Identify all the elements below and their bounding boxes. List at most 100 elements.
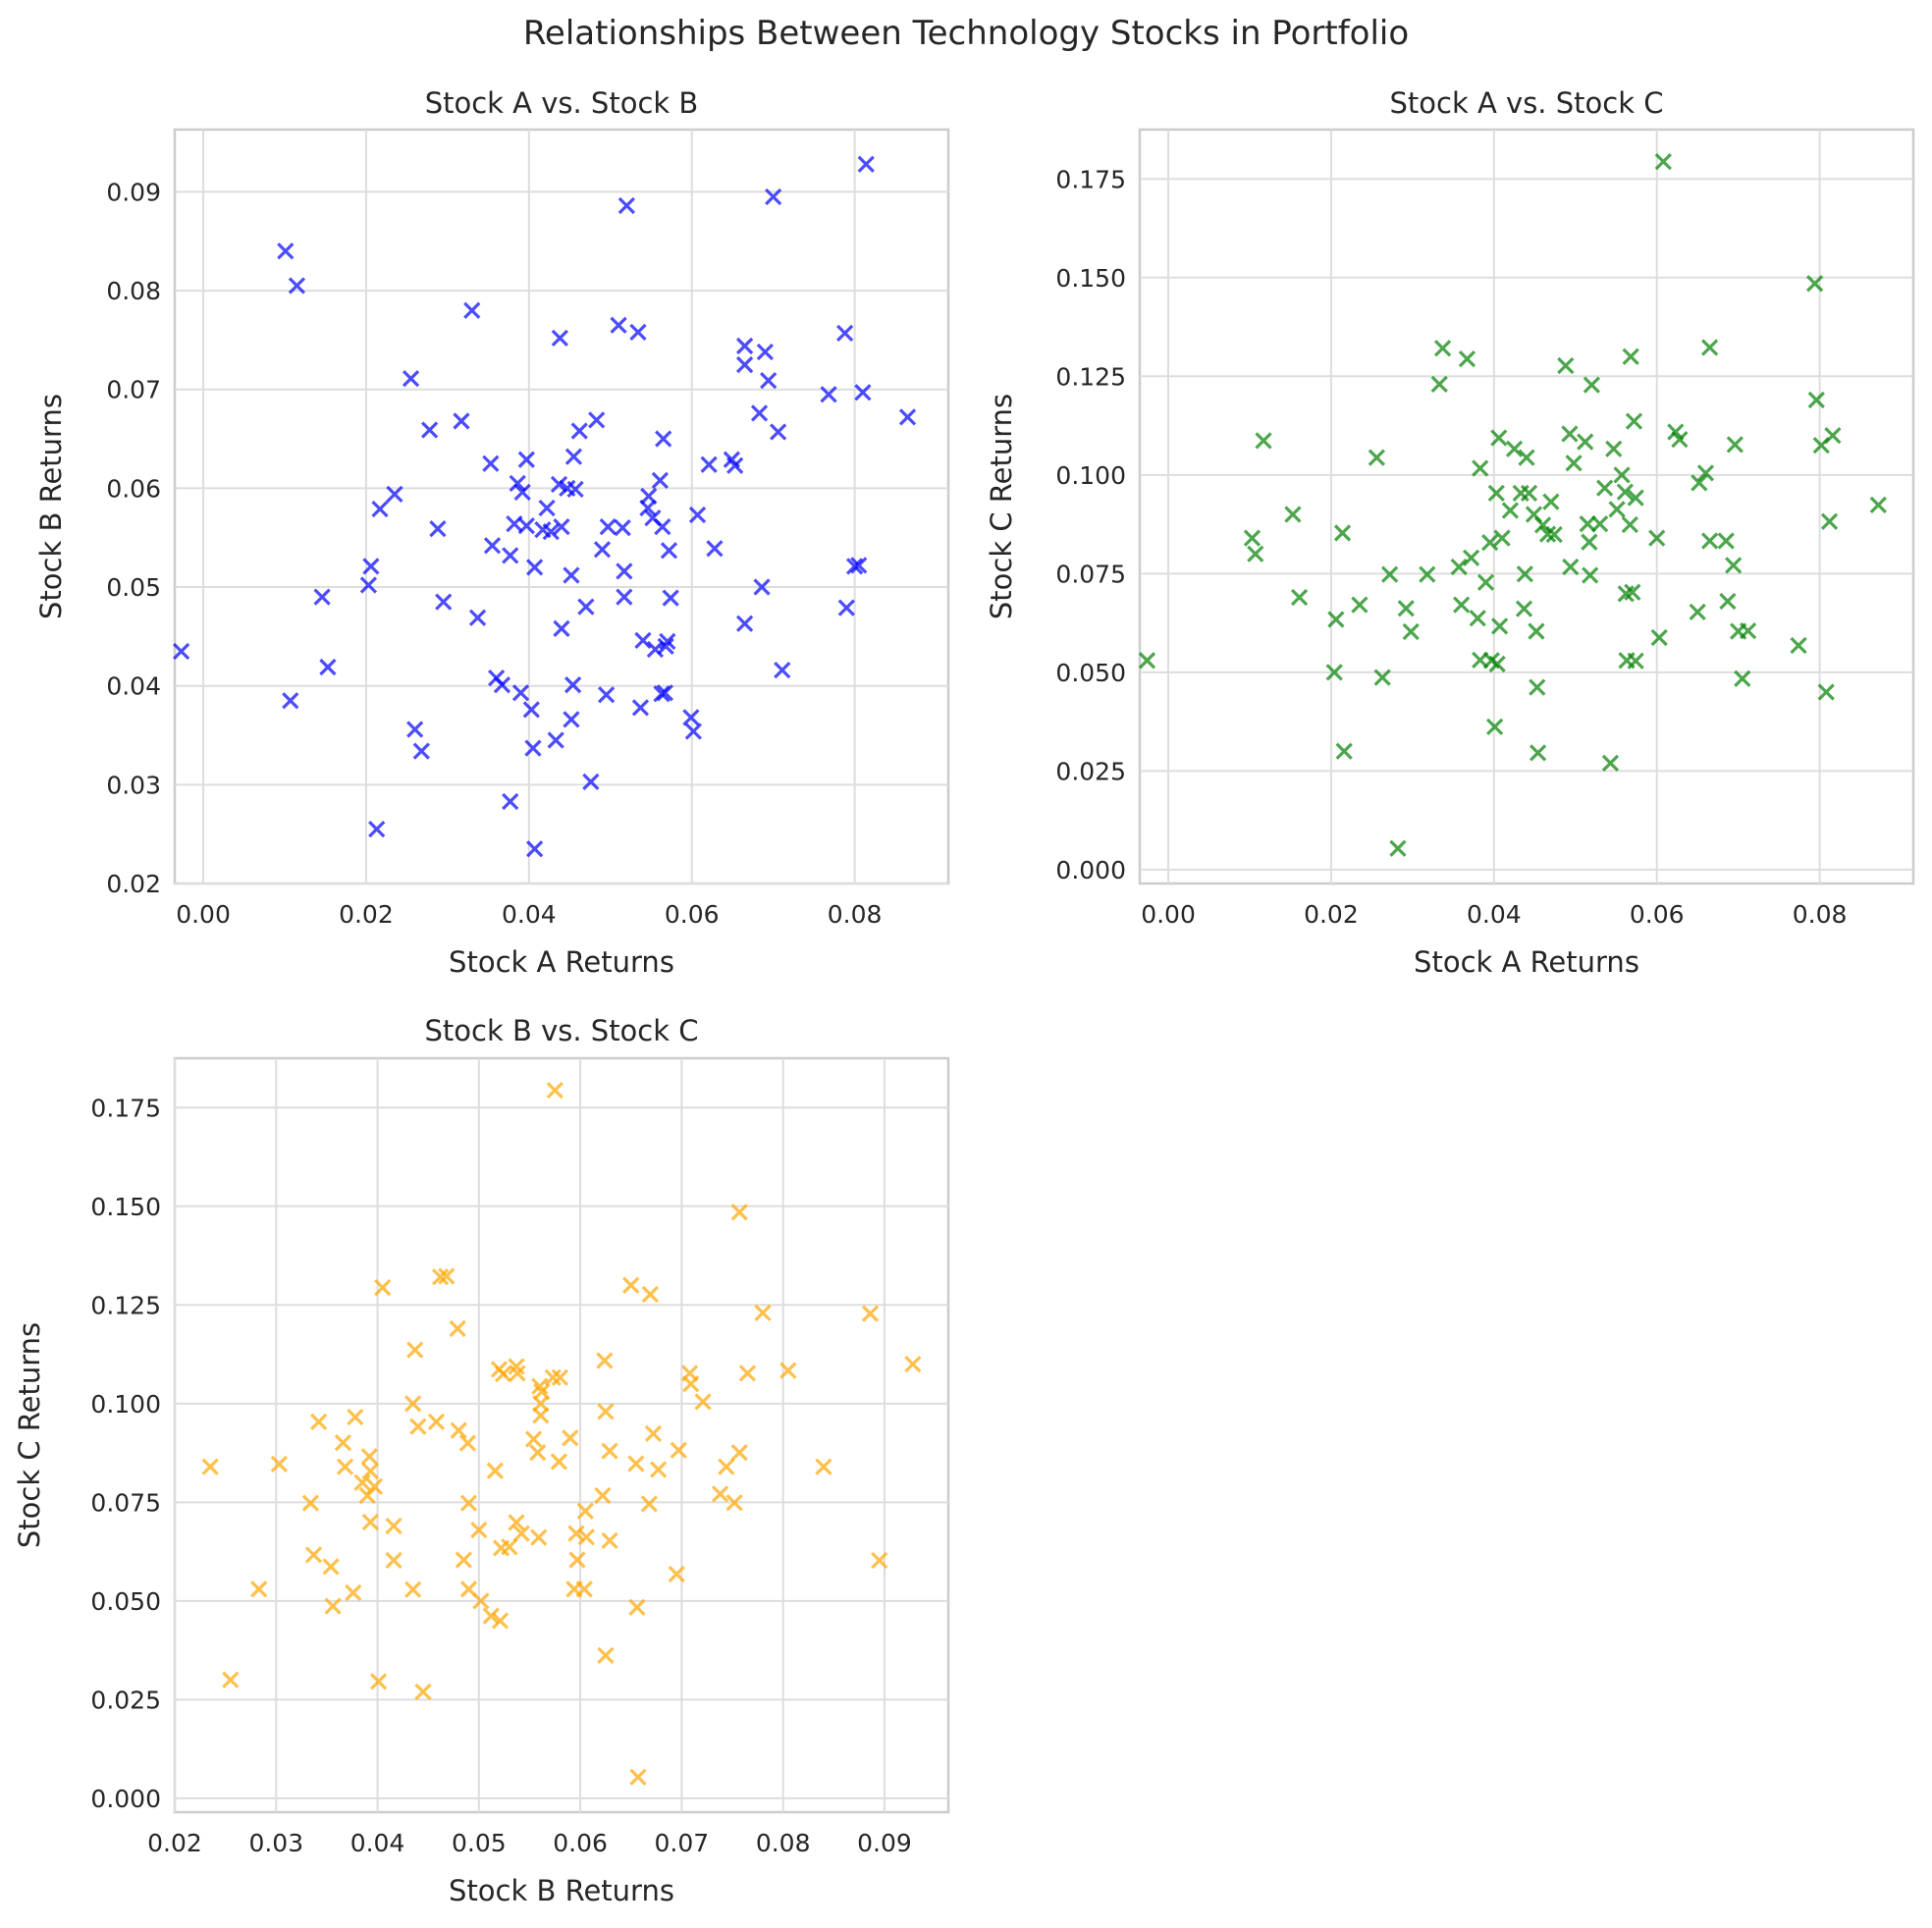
data-point: [616, 562, 633, 580]
data-point: [756, 343, 774, 361]
data-point: [694, 1393, 712, 1411]
y-tick-label: 0.02: [106, 870, 161, 898]
y-tick-label: 0.050: [90, 1587, 161, 1616]
data-point: [898, 408, 917, 426]
data-point: [688, 506, 707, 524]
data-point: [760, 372, 778, 390]
data-point: [596, 1352, 614, 1369]
data-point: [1734, 669, 1751, 687]
data-point: [575, 1580, 593, 1598]
data-point: [601, 1531, 618, 1549]
data-point: [429, 520, 447, 538]
data-point: [1402, 622, 1420, 641]
data-point: [1333, 524, 1352, 542]
scatter-points: [173, 155, 917, 858]
data-point: [361, 1462, 379, 1480]
data-point: [517, 516, 535, 535]
data-point: [310, 1413, 328, 1430]
data-point: [1351, 596, 1368, 614]
panel-title: Stock A vs. Stock B: [425, 86, 699, 120]
data-point: [362, 558, 380, 575]
data-point: [222, 1671, 240, 1688]
data-point: [1516, 565, 1533, 583]
data-point: [525, 559, 544, 576]
data-point: [1373, 669, 1391, 686]
data-point: [1433, 340, 1452, 357]
data-point: [406, 721, 424, 738]
data-point: [1648, 529, 1666, 547]
data-point: [250, 1580, 268, 1598]
data-point: [1719, 592, 1737, 611]
y-tick-label: 0.050: [1055, 659, 1126, 687]
data-point: [550, 1453, 568, 1471]
data-point: [657, 637, 674, 656]
data-point: [455, 1551, 472, 1569]
y-tick-label: 0.08: [106, 277, 161, 305]
data-point: [1469, 610, 1486, 627]
y-tick-label: 0.150: [1055, 264, 1126, 293]
data-point: [564, 676, 582, 694]
x-axis-label: Stock A Returns: [1414, 945, 1639, 979]
x-tick-label: 0.09: [857, 1829, 912, 1857]
data-point: [662, 589, 679, 607]
panel-a-vs-c: Stock A vs. Stock C 0.00 0.02 0.04 0.06 0.08…: [985, 86, 1915, 979]
x-axis-label: Stock A Returns: [449, 945, 674, 979]
data-point: [450, 1421, 467, 1439]
data-point: [700, 455, 718, 473]
data-point: [1486, 718, 1504, 736]
data-point: [502, 547, 519, 564]
data-point: [404, 1580, 422, 1598]
data-point: [1327, 611, 1345, 628]
data-point: [1255, 432, 1272, 450]
data-point: [406, 1341, 424, 1359]
data-point: [301, 1494, 320, 1512]
data-point: [385, 1551, 402, 1570]
data-point: [414, 1683, 432, 1700]
data-point: [1243, 529, 1261, 547]
data-point: [282, 692, 299, 710]
data-point: [1807, 391, 1825, 409]
data-point: [1562, 558, 1580, 576]
data-point: [730, 1444, 748, 1462]
panel-a-vs-b: Stock A vs. Stock B 0.00 0.02 0.04 0.06 0.08…: [34, 86, 950, 979]
data-point: [1579, 515, 1596, 533]
x-tick-label: 0.00: [176, 900, 231, 929]
data-point: [347, 1408, 364, 1426]
data-point: [374, 1278, 392, 1297]
data-point: [1381, 565, 1399, 583]
data-point: [502, 792, 519, 811]
data-point: [684, 723, 703, 740]
data-point: [1488, 655, 1506, 673]
x-tick-label: 0.08: [828, 900, 883, 929]
data-point: [597, 1403, 615, 1420]
data-point: [622, 1276, 640, 1294]
x-tick-label: 0.06: [665, 900, 720, 929]
y-tick-label: 0.075: [1055, 560, 1126, 588]
data-point: [588, 411, 606, 429]
data-point: [1529, 678, 1546, 696]
data-point: [334, 1434, 352, 1452]
data-point: [458, 1434, 477, 1452]
data-point: [1490, 429, 1508, 447]
data-point: [1605, 440, 1623, 457]
data-point: [1453, 596, 1471, 614]
data-point: [1627, 652, 1644, 669]
data-point: [1613, 466, 1631, 484]
data-point: [1397, 600, 1415, 617]
data-point: [1700, 532, 1719, 550]
data-point: [854, 384, 872, 402]
data-point: [1458, 349, 1476, 368]
data-point: [1700, 339, 1719, 356]
data-point: [508, 1514, 525, 1531]
data-point: [546, 1081, 564, 1099]
data-point: [718, 1458, 735, 1475]
data-point: [753, 578, 771, 596]
data-point: [1368, 449, 1386, 466]
data-point: [593, 541, 612, 559]
x-tick-label: 0.04: [502, 900, 557, 929]
x-tick-label: 0.05: [452, 1829, 507, 1857]
x-tick-label: 0.06: [553, 1829, 608, 1857]
data-point: [553, 518, 570, 536]
data-point: [1389, 839, 1407, 857]
data-point: [563, 566, 580, 584]
